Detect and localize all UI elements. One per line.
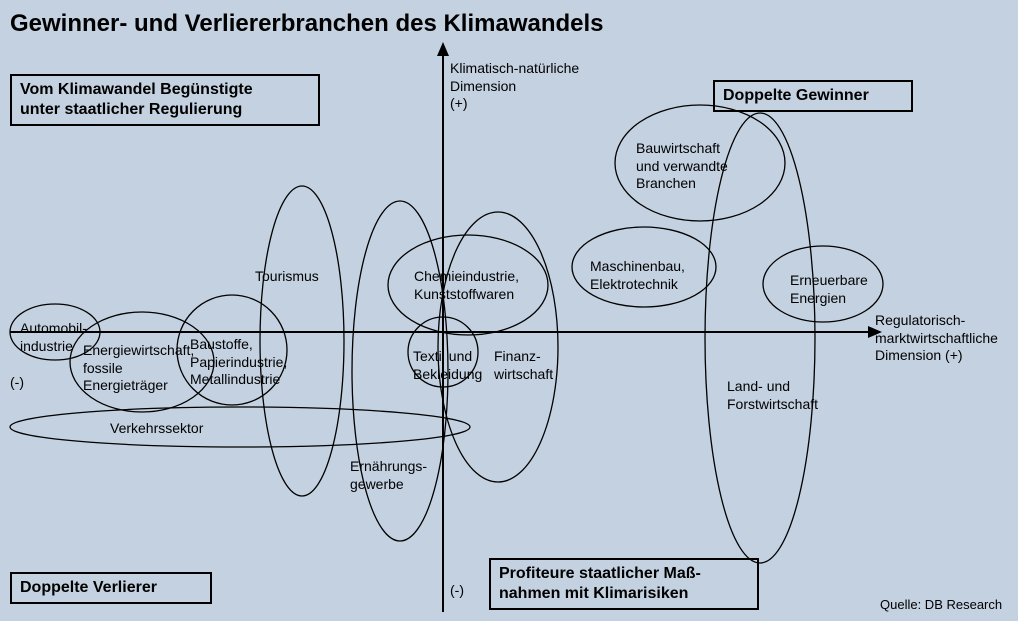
node-label-baustoffe: Baustoffe, Papierindustrie, Metallindust… xyxy=(190,336,287,389)
node-label-erneuerbare: Erneuerbare Energien xyxy=(790,272,868,307)
node-label-energie: Energiewirtschaft, fossile Energieträger xyxy=(83,342,194,395)
node-label-tourismus: Tourismus xyxy=(255,268,319,286)
node-label-maschinen: Maschinenbau, Elektrotechnik xyxy=(590,258,685,293)
node-label-ernaehrung: Ernährungs- gewerbe xyxy=(350,458,427,493)
node-label-finanz: Finanz- wirtschaft xyxy=(494,348,553,383)
node-label-bauwirtschaft: Bauwirtschaft und verwandte Branchen xyxy=(636,140,728,193)
diagram-svg xyxy=(0,0,1018,621)
node-label-automobil: Automobil- industrie xyxy=(20,320,87,355)
node-label-textil: Textil und Bekleidung xyxy=(413,348,482,383)
node-label-chemie: Chemieindustrie, Kunststoffwaren xyxy=(414,268,519,303)
node-label-landforst: Land- und Forstwirtschaft xyxy=(727,378,818,413)
node-label-verkehr: Verkehrssektor xyxy=(110,420,203,438)
